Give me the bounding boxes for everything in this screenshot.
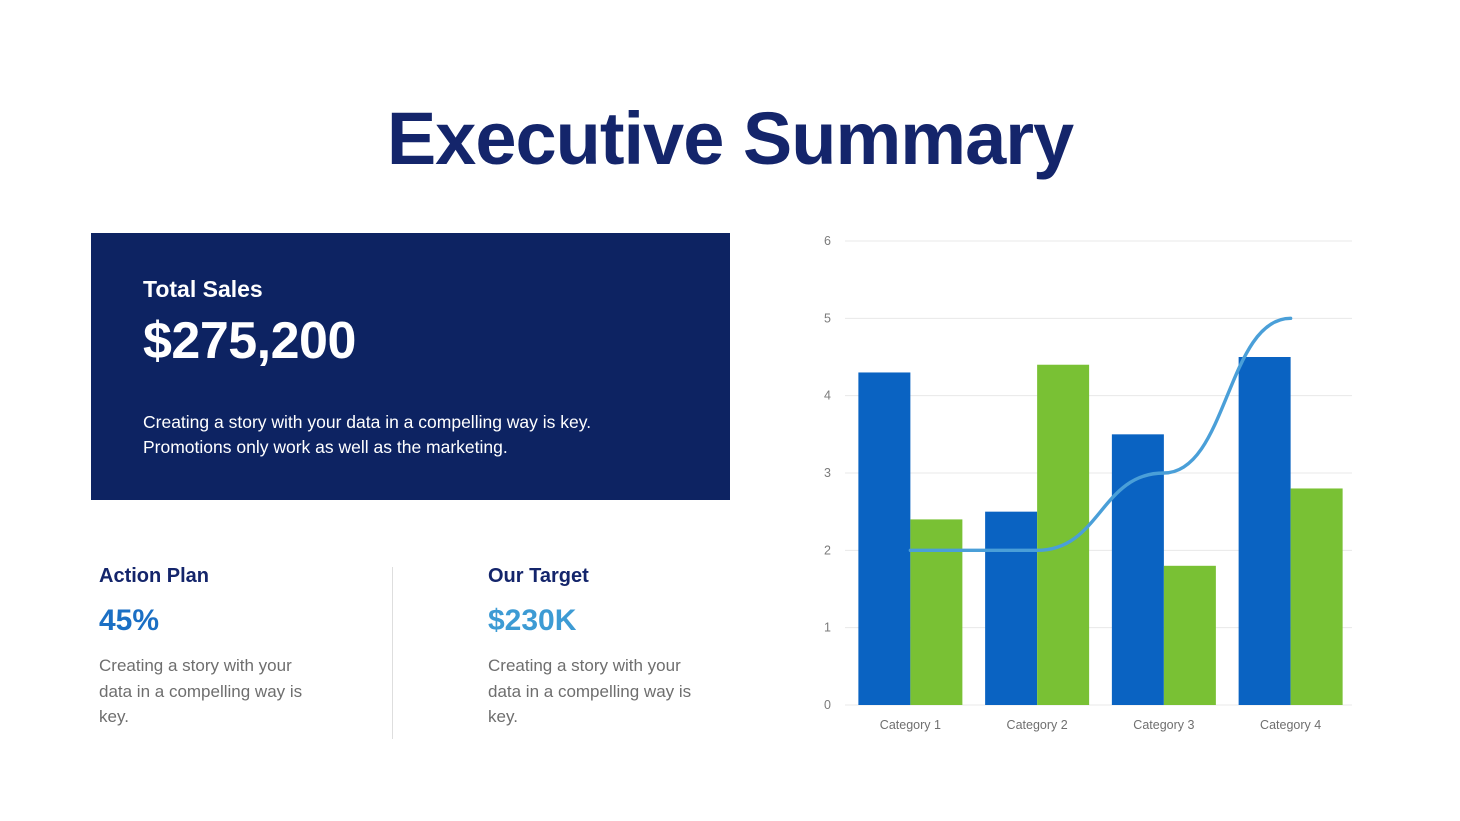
total-sales-description: Creating a story with your data in a com…: [143, 412, 592, 458]
x-axis-category-label: Category 1: [880, 718, 941, 732]
stat-action-plan-value: 45%: [99, 604, 160, 637]
chart-bar: [1290, 488, 1343, 705]
chart-bar: [1238, 357, 1291, 705]
stats-divider: [392, 567, 393, 739]
stat-action-plan-title: Action Plan: [99, 565, 210, 587]
y-axis-tick-label: 6: [824, 234, 831, 248]
stat-action-plan-description: Creating a story with your data in a com…: [99, 656, 303, 726]
stats-row: Action Plan 45% Creating a story with yo…: [91, 565, 731, 745]
y-axis-tick-label: 1: [824, 621, 831, 635]
y-axis-tick-label: 5: [824, 311, 831, 325]
chart-bars: [858, 357, 1343, 705]
y-axis-tick-label: 0: [824, 698, 831, 712]
chart-bar: [1163, 565, 1216, 705]
stat-our-target: Our Target $230K Creating a story with y…: [488, 565, 768, 730]
chart-bar: [985, 511, 1038, 705]
x-axis-category-label: Category 4: [1260, 718, 1321, 732]
y-axis-tick-label: 4: [824, 389, 831, 403]
chart-bar: [910, 519, 963, 705]
stat-action-plan: Action Plan 45% Creating a story with yo…: [99, 565, 379, 730]
total-sales-label: Total Sales: [143, 276, 263, 302]
x-axis-category-label: Category 2: [1007, 718, 1068, 732]
stat-our-target-value: $230K: [488, 604, 577, 637]
chart-bar: [858, 372, 911, 705]
chart-category-labels: Category 1 Category 2 Category 3 Category 4: [880, 718, 1321, 732]
y-axis-tick-label: 2: [824, 543, 831, 557]
chart-line: [908, 316, 1293, 553]
chart-ytick-labels: 0 1 2 3 4 5 6: [824, 234, 831, 712]
chart-line-series: [908, 316, 1293, 553]
stat-our-target-description: Creating a story with your data in a com…: [488, 656, 692, 726]
y-axis-tick-label: 3: [824, 466, 831, 480]
stat-our-target-title: Our Target: [488, 565, 589, 587]
page-title: Executive Summary: [386, 96, 1074, 180]
total-sales-value: $275,200: [143, 312, 356, 371]
total-sales-card: Total Sales $275,200 Creating a story wi…: [91, 233, 730, 500]
x-axis-category-label: Category 3: [1133, 718, 1194, 732]
